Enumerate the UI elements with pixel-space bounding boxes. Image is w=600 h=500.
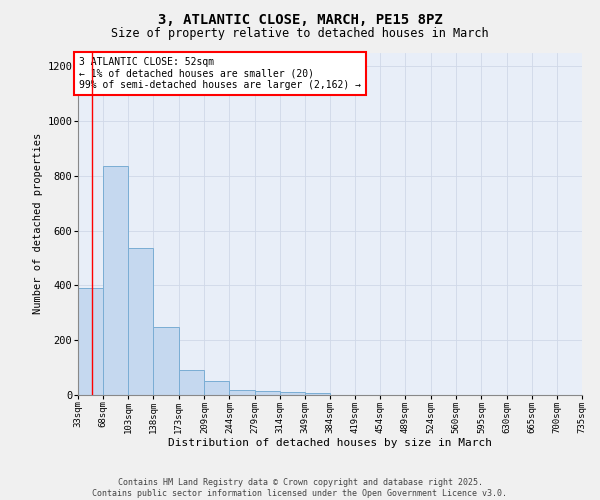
Bar [103,166,128,395]
Bar [254,391,280,395]
X-axis label: Distribution of detached houses by size in March: Distribution of detached houses by size … [168,438,492,448]
Bar [179,370,205,395]
Text: 3, ATLANTIC CLOSE, MARCH, PE15 8PZ: 3, ATLANTIC CLOSE, MARCH, PE15 8PZ [158,12,442,26]
Text: 3 ATLANTIC CLOSE: 52sqm
← 1% of detached houses are smaller (20)
99% of semi-det: 3 ATLANTIC CLOSE: 52sqm ← 1% of detached… [79,56,361,90]
Bar [128,248,154,395]
Bar [280,392,305,395]
Text: Size of property relative to detached houses in March: Size of property relative to detached ho… [111,28,489,40]
Y-axis label: Number of detached properties: Number of detached properties [33,133,43,314]
Bar [229,390,254,395]
Bar [78,288,103,395]
Bar [305,393,330,395]
Text: Contains HM Land Registry data © Crown copyright and database right 2025.
Contai: Contains HM Land Registry data © Crown c… [92,478,508,498]
Bar [154,327,179,395]
Bar [205,381,229,395]
